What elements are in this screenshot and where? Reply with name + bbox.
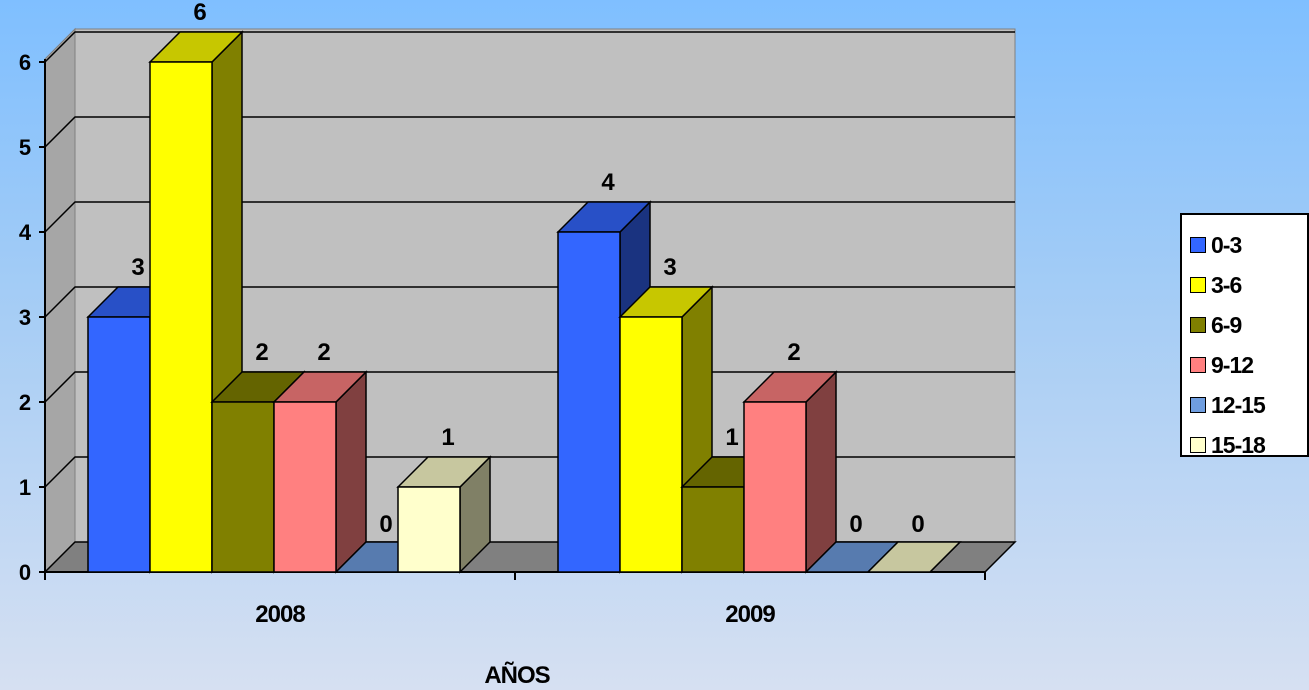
data-label: 0 bbox=[911, 511, 924, 538]
y-tick-label: 0 bbox=[19, 560, 31, 585]
gridline bbox=[44, 201, 1015, 233]
x-axis: 2008 2009 bbox=[44, 571, 986, 628]
y-tick-label: 3 bbox=[19, 305, 31, 330]
bar bbox=[742, 370, 838, 574]
legend-item: 6-9 bbox=[1190, 305, 1307, 345]
bar-front bbox=[681, 486, 745, 573]
bar-front bbox=[87, 316, 151, 573]
data-label: 0 bbox=[849, 511, 862, 538]
data-label: 2 bbox=[787, 339, 800, 366]
bar-front bbox=[397, 486, 461, 573]
x-tick-label: 2009 bbox=[725, 601, 775, 628]
legend-item: 9-12 bbox=[1190, 345, 1307, 385]
data-labels: 3 6 2 2 0 1 4 3 1 2 0 0 bbox=[131, 0, 924, 538]
data-label: 0 bbox=[379, 511, 392, 538]
legend-item: 0-3 bbox=[1190, 225, 1307, 265]
bar-top bbox=[866, 541, 962, 573]
data-label: 1 bbox=[725, 424, 738, 451]
y-tick-label: 5 bbox=[19, 135, 31, 160]
data-label: 3 bbox=[131, 254, 144, 281]
legend-label: 6-9 bbox=[1211, 311, 1242, 338]
legend-item: 12-15 bbox=[1190, 385, 1307, 425]
gridline bbox=[44, 116, 1015, 148]
bar-side bbox=[335, 370, 367, 574]
bar bbox=[866, 541, 962, 573]
y-tick-label: 4 bbox=[19, 220, 32, 245]
bar-front bbox=[149, 61, 213, 573]
legend-swatch bbox=[1190, 317, 1206, 333]
x-axis-title: AÑOS bbox=[484, 661, 550, 689]
legend-swatch bbox=[1190, 357, 1206, 373]
x-tick-label: 2008 bbox=[255, 601, 305, 628]
bar-front bbox=[619, 316, 683, 573]
legend-label: 0-3 bbox=[1211, 231, 1242, 258]
data-label: 2 bbox=[255, 339, 268, 366]
gridline bbox=[44, 31, 1015, 63]
legend-label: 12-15 bbox=[1211, 391, 1266, 418]
legend-item: 15-18 bbox=[1190, 425, 1307, 465]
bar bbox=[272, 370, 368, 574]
bar-side bbox=[805, 370, 837, 574]
legend-label: 3-6 bbox=[1211, 271, 1242, 298]
bar-front bbox=[743, 401, 807, 573]
bar-front bbox=[211, 401, 275, 573]
data-label: 1 bbox=[441, 424, 454, 451]
legend-swatch bbox=[1190, 437, 1206, 453]
bar bbox=[396, 455, 492, 574]
y-tick-label: 6 bbox=[19, 50, 31, 75]
y-tick-label: 1 bbox=[19, 475, 31, 500]
bar-front bbox=[273, 401, 337, 573]
y-axis: 0 1 2 3 4 5 6 bbox=[19, 50, 46, 585]
data-label: 4 bbox=[601, 169, 615, 196]
data-label: 3 bbox=[663, 254, 676, 281]
legend-item: 3-6 bbox=[1190, 265, 1307, 305]
legend-label: 15-18 bbox=[1211, 431, 1266, 458]
bar-front bbox=[557, 231, 621, 573]
legend-swatch bbox=[1190, 237, 1206, 253]
legend-swatch bbox=[1190, 397, 1206, 413]
side-wall bbox=[44, 27, 76, 574]
data-label: 6 bbox=[193, 0, 206, 26]
legend-swatch bbox=[1190, 277, 1206, 293]
bars bbox=[86, 30, 962, 574]
legend: 0-3 3-6 6-9 9-12 12-15 15-18 bbox=[1180, 213, 1309, 458]
legend-label: 9-12 bbox=[1211, 351, 1254, 378]
data-label: 2 bbox=[317, 339, 330, 366]
y-tick-label: 2 bbox=[19, 390, 31, 415]
